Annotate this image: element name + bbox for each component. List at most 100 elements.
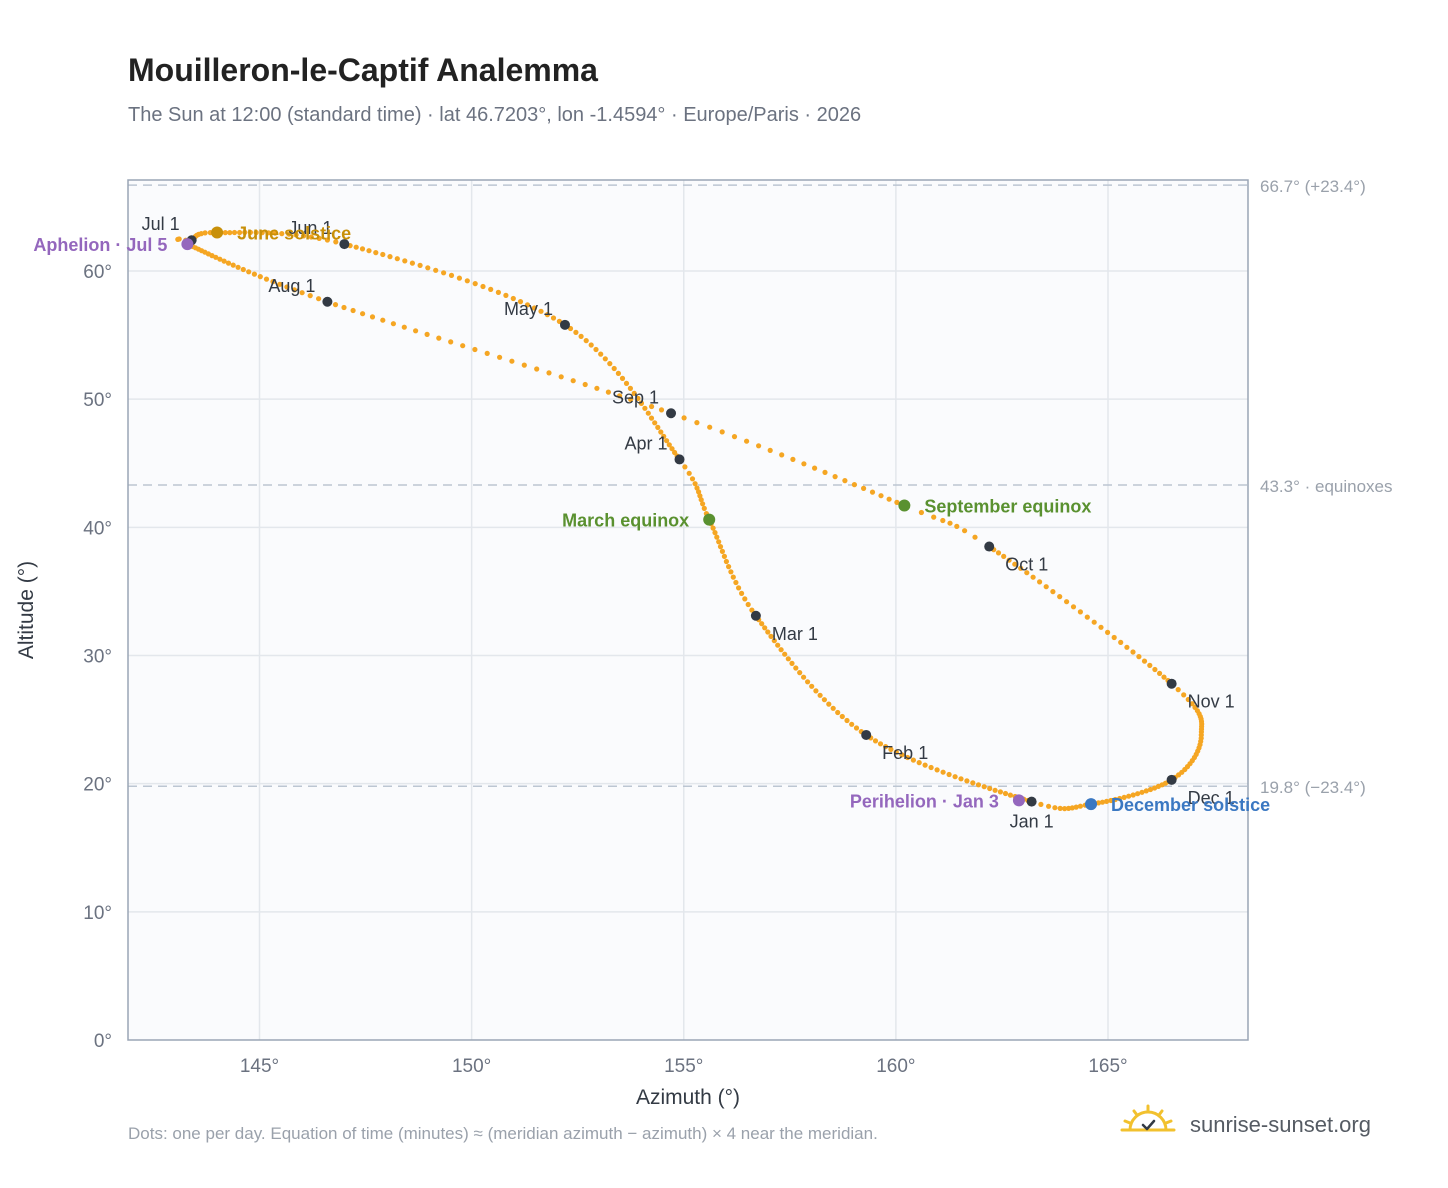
day-dot — [1152, 785, 1158, 791]
day-dot — [701, 505, 707, 511]
day-dot — [1118, 639, 1124, 646]
day-dot — [689, 476, 696, 482]
day-dot — [259, 230, 265, 236]
day-dot — [669, 446, 675, 452]
day-dot — [918, 509, 925, 516]
day-dot — [756, 443, 762, 449]
day-dot — [682, 464, 688, 470]
day-dot — [1095, 800, 1102, 806]
day-dot — [1136, 654, 1142, 660]
day-dot — [719, 548, 726, 555]
day-dot — [739, 590, 745, 597]
day-dot — [607, 361, 613, 367]
day-dot — [495, 289, 501, 295]
day-dot — [627, 385, 634, 391]
day-dot — [227, 230, 233, 236]
plot-background — [128, 180, 1248, 1040]
event-label: Aphelion · Jul 5 — [33, 235, 167, 255]
day-dot — [284, 284, 290, 290]
day-dot — [916, 760, 922, 766]
day-dot — [350, 307, 356, 314]
day-dot — [946, 771, 952, 778]
event-marker — [703, 513, 716, 526]
event-markers: June solstice December solstice March equi… — [33, 224, 1270, 816]
day-dot — [910, 757, 917, 763]
day-dot — [661, 433, 667, 439]
day-dot — [1181, 692, 1187, 698]
month-label: Jan 1 — [1010, 812, 1054, 832]
day-dot — [1038, 801, 1044, 808]
day-dot — [628, 396, 634, 402]
day-dot — [1001, 553, 1007, 560]
day-dot — [719, 429, 725, 435]
day-dot — [1126, 793, 1132, 799]
day-dot — [672, 449, 678, 456]
day-dot — [1121, 794, 1127, 801]
day-dot — [790, 456, 796, 462]
day-dot — [830, 705, 836, 711]
day-dot — [1052, 805, 1058, 811]
day-dot — [1084, 614, 1090, 620]
day-dot — [878, 493, 884, 499]
day-dot — [805, 679, 811, 685]
day-dot — [1073, 804, 1079, 810]
day-dot — [940, 517, 946, 524]
day-dot — [225, 260, 232, 266]
day-dot — [775, 642, 781, 648]
day-dot — [332, 302, 339, 308]
day-dot — [1152, 666, 1158, 673]
day-dot — [844, 717, 850, 724]
day-dot — [1108, 797, 1114, 804]
day-dot — [822, 469, 828, 475]
day-dot — [886, 496, 892, 502]
month-label: Nov 1 — [1188, 692, 1235, 712]
day-dot — [497, 354, 503, 360]
month-marker — [339, 239, 350, 250]
day-dot — [1057, 805, 1063, 812]
day-dot — [1185, 696, 1191, 703]
day-dot — [221, 258, 227, 264]
day-dot — [380, 317, 386, 323]
day-dot — [931, 514, 937, 520]
day-dot — [658, 429, 664, 435]
day-dot — [538, 308, 544, 314]
day-dot — [222, 230, 228, 236]
day-dot — [544, 312, 551, 318]
day-dot — [598, 351, 604, 357]
day-dot — [817, 692, 823, 698]
day-dot — [905, 754, 911, 761]
day-dot — [821, 697, 828, 703]
day-dot — [360, 311, 366, 317]
day-dot — [664, 438, 670, 444]
day-dot — [480, 283, 486, 290]
day-dot — [801, 461, 807, 467]
day-dot — [615, 370, 622, 376]
day-dot — [812, 465, 818, 471]
day-dot — [649, 403, 655, 410]
reference-lines: 66.7° (+23.4°) 43.3° · equinoxes 19.8° (−2… — [128, 177, 1393, 797]
day-dot — [797, 670, 803, 676]
day-dot — [839, 713, 845, 720]
day-dot — [853, 725, 860, 731]
day-dot — [997, 789, 1004, 795]
day-dot — [272, 230, 278, 236]
day-dot — [425, 265, 431, 271]
day-dot — [742, 596, 748, 602]
day-dot — [861, 485, 867, 491]
day-dot — [928, 764, 934, 771]
day-dot — [488, 286, 494, 292]
day-dot — [749, 607, 755, 613]
day-dot — [728, 569, 734, 575]
day-dot — [1147, 786, 1154, 793]
day-dot — [765, 629, 771, 635]
day-dot — [785, 656, 791, 662]
day-dot — [247, 229, 253, 235]
day-dot — [964, 778, 970, 784]
day-dot — [390, 321, 396, 327]
x-tick-label: 150° — [452, 1056, 491, 1077]
day-dot — [594, 385, 600, 391]
day-dot — [730, 574, 736, 580]
day-dot — [617, 393, 623, 399]
month-marker — [559, 319, 570, 330]
day-dot — [712, 530, 718, 536]
